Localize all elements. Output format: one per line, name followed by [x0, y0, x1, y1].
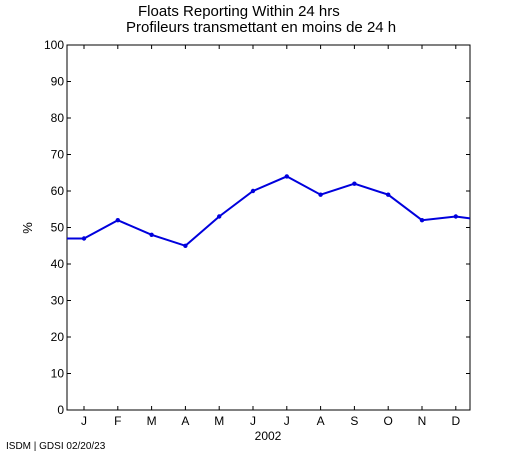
y-tick-label: 30 [51, 294, 65, 308]
x-tick-label: N [418, 414, 427, 428]
y-axis-label: % [20, 222, 35, 234]
data-point [217, 214, 222, 219]
x-tick-label: M [147, 414, 157, 428]
y-axis-ticks: 0 10 20 30 40 50 60 70 80 90 100 [44, 38, 470, 417]
x-tick-label: S [350, 414, 358, 428]
plot-area-frame [66, 44, 471, 411]
x-tick-label: M [214, 414, 224, 428]
data-point [149, 232, 154, 237]
data-point [183, 243, 188, 248]
data-point [81, 236, 87, 241]
y-tick-label: 0 [57, 403, 64, 417]
data-point [284, 174, 289, 179]
data-point [419, 218, 425, 223]
y-tick-label: 10 [51, 367, 65, 381]
x-tick-label: A [317, 414, 325, 428]
y-tick-label: 80 [51, 111, 65, 125]
footer-credit: ISDM | GDSI 02/20/23 [6, 441, 106, 452]
data-point [386, 192, 391, 197]
x-tick-label: O [384, 414, 393, 428]
series-line [67, 175, 471, 247]
x-axis-label: 2002 [255, 429, 282, 443]
x-tick-label: J [250, 414, 256, 428]
series-line-group [67, 174, 471, 248]
data-point [115, 218, 121, 223]
data-point [318, 192, 323, 197]
x-tick-label: D [451, 414, 460, 428]
chart-title-english: Floats Reporting Within 24 hrs [138, 3, 340, 20]
y-tick-label: 90 [51, 75, 65, 89]
y-tick-label: 20 [51, 330, 65, 344]
x-tick-label: F [114, 414, 121, 428]
data-point [352, 181, 357, 186]
data-point [453, 214, 458, 219]
y-tick-label: 50 [51, 221, 65, 235]
y-tick-label: 100 [44, 38, 64, 52]
y-tick-label: 60 [51, 184, 65, 198]
y-tick-label: 70 [51, 148, 65, 162]
x-tick-label: J [81, 414, 87, 428]
x-tick-label: J [284, 414, 290, 428]
y-tick-label: 40 [51, 257, 65, 271]
data-point [250, 188, 256, 194]
chart-title-french: Profileurs transmettant en moins de 24 h [126, 19, 397, 36]
x-tick-label: A [181, 414, 189, 428]
